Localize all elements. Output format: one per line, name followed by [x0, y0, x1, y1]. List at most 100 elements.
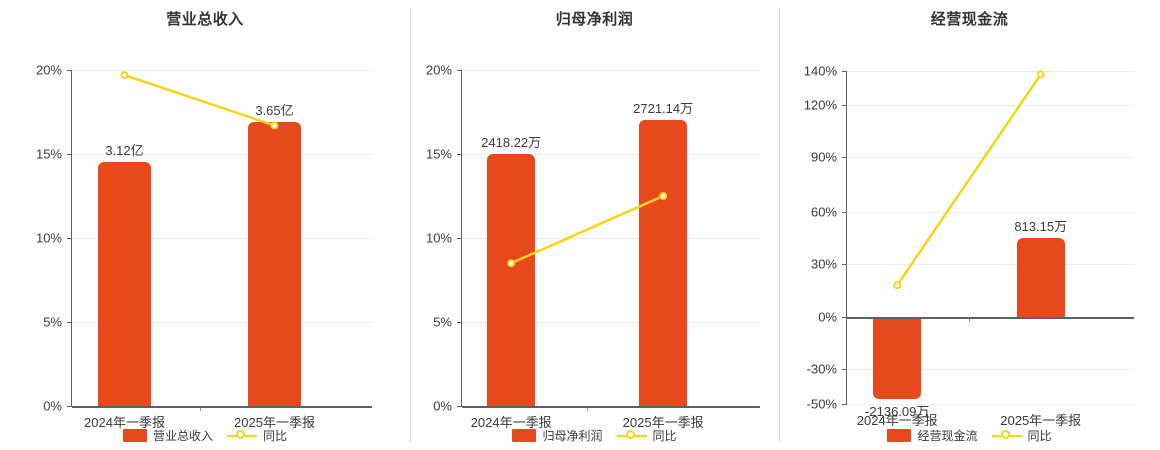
- legend-item-bar[interactable]: 归母净利润: [512, 427, 603, 444]
- gridline: [462, 154, 760, 155]
- bar-value-label: 3.65亿: [255, 103, 294, 119]
- gridline: [847, 105, 1134, 106]
- legend-item-bar[interactable]: 营业总收入: [122, 427, 213, 444]
- plot-area: 0% 5% 10% 15% 20% 3.12亿 3.65亿 2024年一季报 2025年一季报: [36, 63, 372, 430]
- x-axis-line: [462, 406, 760, 408]
- y-axis-tick-mark: [67, 238, 72, 239]
- plot-area: -50% -30% 0% 30% 60% 90% 120% 140% -2136.09万 813.…: [804, 64, 1134, 428]
- y-axis-tick-label: 5%: [43, 314, 62, 330]
- page-title: 营业总收入: [166, 11, 244, 28]
- bar[interactable]: [1016, 238, 1065, 317]
- x-axis-category-label: 2025年一季报: [234, 415, 315, 430]
- x-axis-category-label: 2025年一季报: [622, 415, 704, 430]
- y-axis-tick-mark: [457, 322, 462, 323]
- y-axis-tick-label: 0%: [818, 309, 837, 325]
- y-axis-tick-mark: [842, 404, 847, 405]
- y-axis-tick-label: 60%: [810, 204, 837, 220]
- legend-item-line[interactable]: 同比: [227, 427, 287, 444]
- gridline: [462, 322, 760, 323]
- trend-point-marker[interactable]: [1036, 70, 1045, 79]
- bar[interactable]: [98, 162, 151, 406]
- legend-label-line: 同比: [652, 429, 677, 443]
- trend-line: [124, 73, 275, 127]
- y-axis-tick-mark: [842, 369, 847, 370]
- line-marker-icon: [616, 429, 647, 442]
- y-axis-tick-mark: [457, 238, 462, 239]
- legend-label-bar: 经营现金流: [917, 429, 978, 443]
- y-axis-tick-mark: [842, 157, 847, 158]
- y-axis-tick-label: 90%: [810, 149, 837, 165]
- chart-panel-operating-cashflow: 经营现金流 -50% -30% 0% 30% 60% 90% 120% 140% -2136.0…: [779, 0, 1160, 450]
- legend: 经营现金流 同比: [779, 427, 1160, 444]
- bar-value-label: 2418.22万: [481, 135, 542, 150]
- gridline: [847, 212, 1134, 213]
- y-axis-tick-label: 10%: [35, 230, 62, 246]
- bar[interactable]: [248, 122, 301, 406]
- legend-item-line[interactable]: 同比: [991, 427, 1052, 444]
- chart-panel-net-profit: 归母净利润 0% 5% 10% 15% 20% 2418.22万 2721.14万 2024年…: [410, 0, 779, 450]
- bar[interactable]: [873, 317, 922, 399]
- bar[interactable]: [639, 120, 688, 406]
- gridline: [847, 71, 1134, 72]
- y-axis-tick-mark: [457, 406, 462, 407]
- gridline: [72, 238, 372, 239]
- plot-area: 0% 5% 10% 15% 20% 2418.22万 2721.14万 2024年一季报 202…: [426, 63, 760, 430]
- y-axis-tick-label: 120%: [803, 97, 837, 113]
- gridline: [847, 264, 1134, 265]
- gridline: [462, 70, 760, 71]
- y-axis-tick-label: 20%: [35, 62, 62, 78]
- y-axis-tick-mark: [67, 406, 72, 407]
- y-axis-tick-label: 10%: [425, 230, 452, 246]
- y-axis-tick-mark: [457, 154, 462, 155]
- y-axis-tick-label: 0%: [43, 398, 62, 414]
- legend: 归母净利润 同比: [410, 427, 779, 444]
- x-axis-tick-mark: [199, 406, 201, 411]
- bar-color-swatch-icon: [887, 429, 912, 442]
- trend-point-marker[interactable]: [120, 71, 129, 80]
- page-title: 经营现金流: [930, 11, 1009, 28]
- legend-label-bar: 营业总收入: [152, 429, 213, 443]
- gridline: [72, 322, 372, 323]
- bar-value-label: 813.15万: [1014, 219, 1068, 234]
- y-axis-tick-mark: [842, 264, 847, 265]
- x-axis-line: [847, 404, 1134, 405]
- y-axis-tick-mark: [457, 70, 462, 71]
- legend-label-line: 同比: [1027, 429, 1052, 443]
- bar[interactable]: [487, 154, 536, 406]
- legend-label-line: 同比: [263, 429, 288, 443]
- y-axis-tick-mark: [842, 105, 847, 106]
- legend-item-bar[interactable]: 经营现金流: [887, 427, 978, 444]
- trend-point-marker[interactable]: [893, 281, 902, 290]
- y-axis-tick-label: -50%: [806, 396, 837, 412]
- gridline: [72, 154, 372, 155]
- zero-axis-line: [847, 317, 1134, 319]
- y-axis-tick-label: -30%: [806, 361, 837, 377]
- x-axis-category-label: 2025年一季报: [1000, 413, 1082, 428]
- y-axis-tick-label: 0%: [433, 398, 452, 414]
- legend-label-bar: 归母净利润: [542, 429, 603, 443]
- legend-item-line[interactable]: 同比: [616, 427, 677, 444]
- x-axis-category-label: 2024年一季报: [470, 415, 552, 430]
- y-axis-tick-label: 140%: [803, 63, 837, 79]
- panel-divider: [779, 8, 780, 442]
- legend: 营业总收入 同比: [0, 427, 410, 444]
- gridline: [847, 369, 1134, 370]
- bar-value-label: 3.12亿: [105, 143, 144, 159]
- page-title: 归母净利润: [555, 11, 634, 28]
- y-axis-tick-label: 5%: [433, 314, 452, 330]
- bar-color-swatch-icon: [512, 429, 537, 442]
- y-axis-tick-mark: [67, 70, 72, 71]
- x-axis-category-label: 2024年一季报: [856, 413, 938, 428]
- x-axis-category-label: 2024年一季报: [84, 415, 165, 430]
- panel-divider: [410, 8, 411, 442]
- line-marker-icon: [227, 429, 257, 442]
- gridline: [72, 70, 372, 71]
- y-axis-line: [461, 70, 462, 406]
- y-axis-tick-mark: [67, 322, 72, 323]
- x-axis-tick-mark: [968, 317, 970, 322]
- x-axis-tick-mark: [587, 406, 589, 411]
- gridline: [847, 157, 1134, 158]
- y-axis-tick-label: 30%: [810, 256, 837, 272]
- bar-color-swatch-icon: [122, 429, 147, 442]
- y-axis-tick-mark: [67, 154, 72, 155]
